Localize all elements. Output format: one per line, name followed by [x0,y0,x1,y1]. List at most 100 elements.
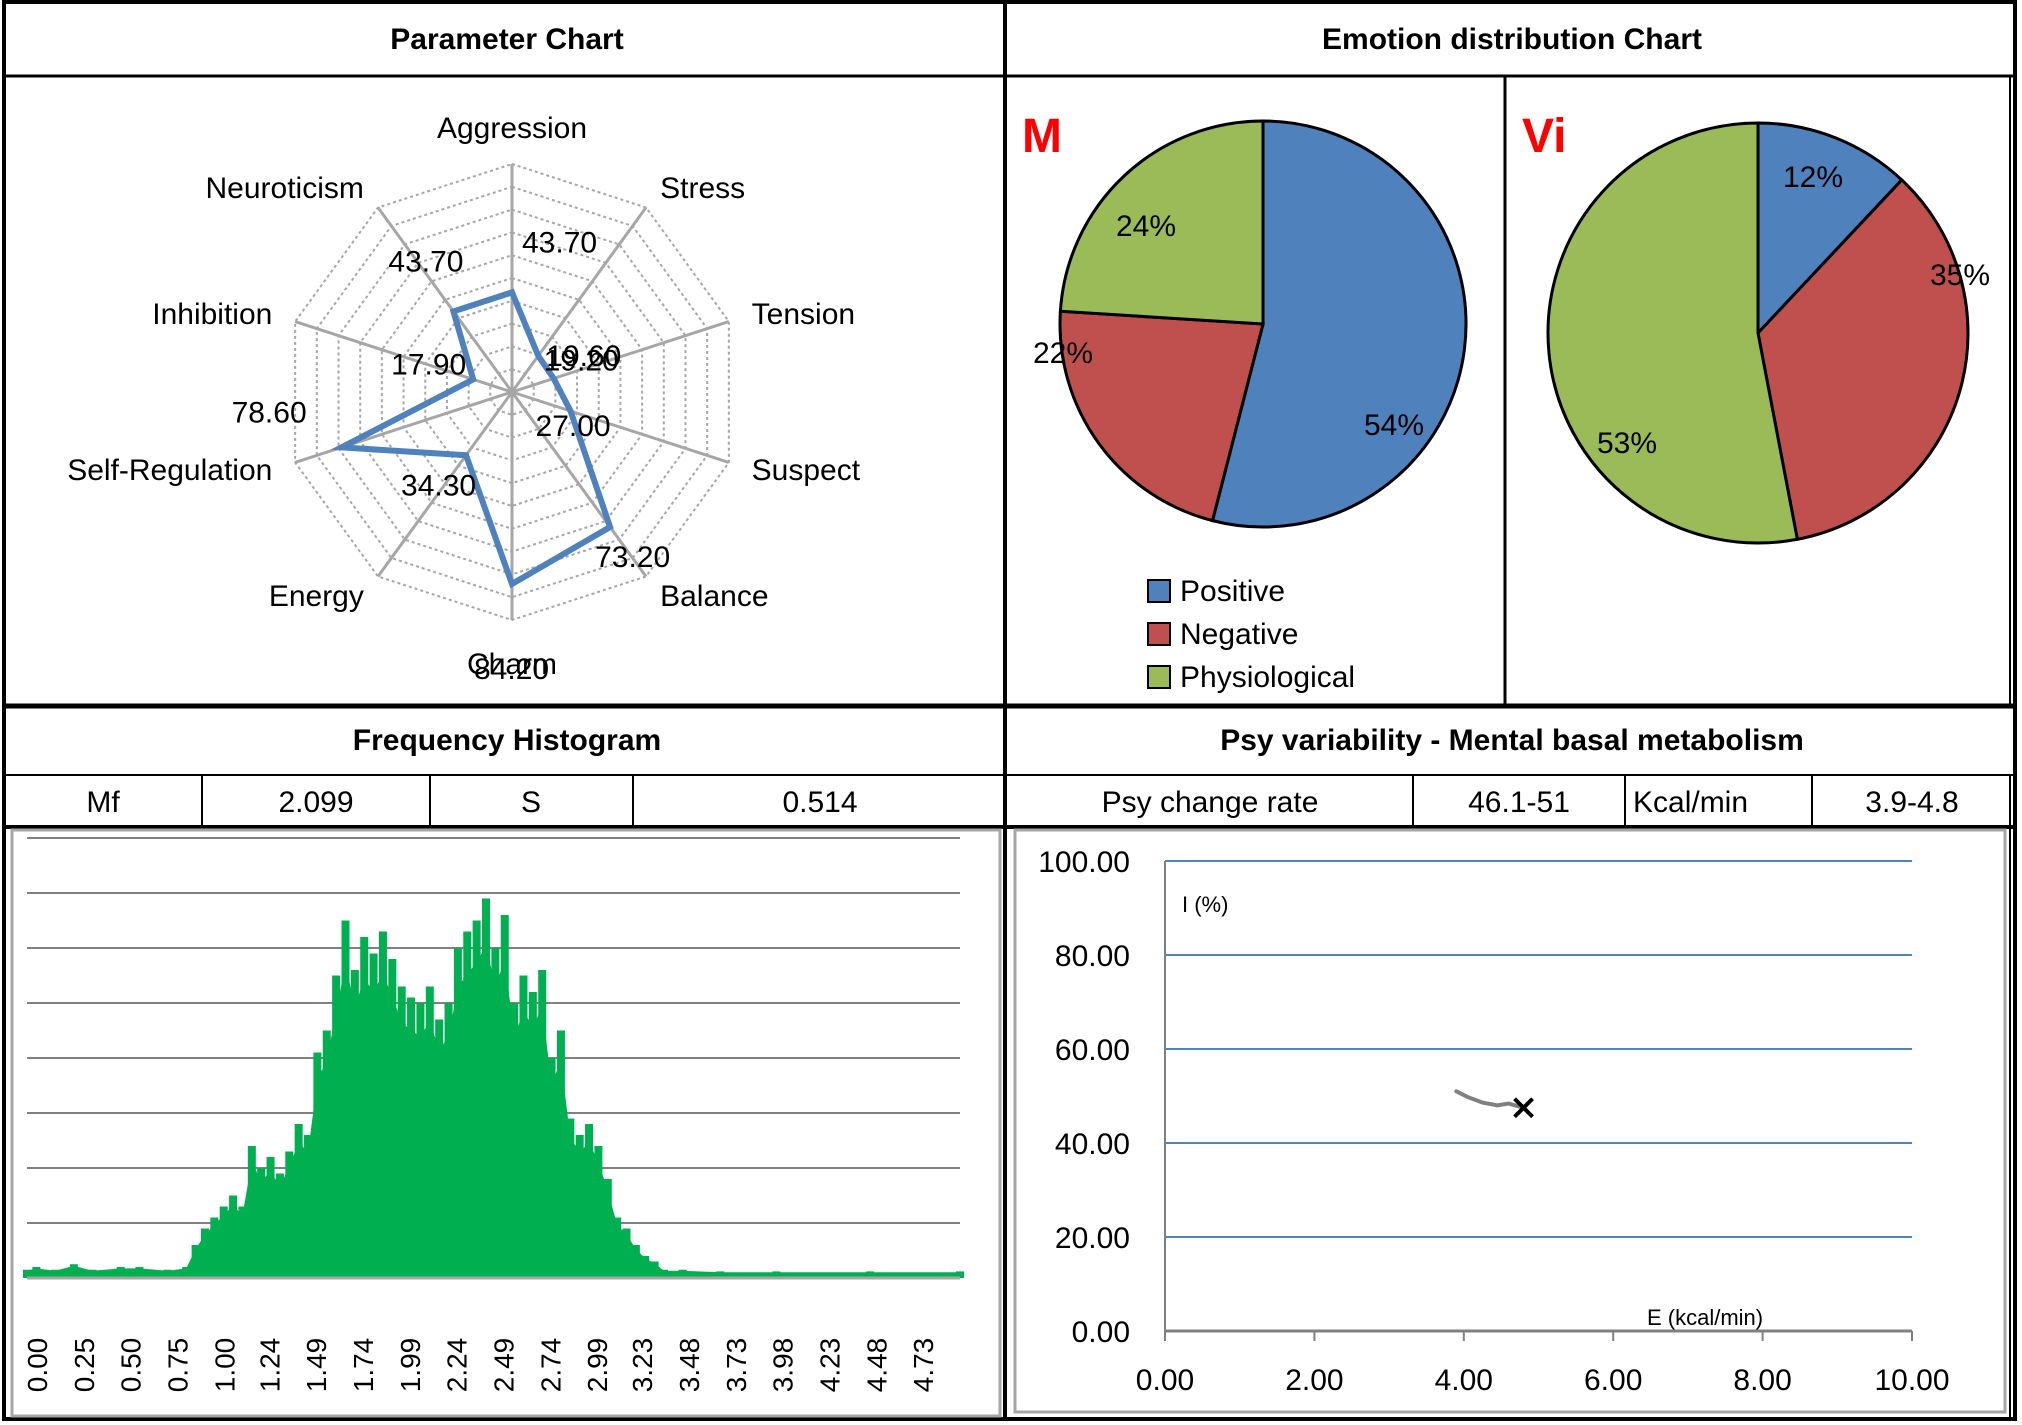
pie-percent-label: 54% [1364,409,1424,442]
radar-chart: Aggression Stress Tension Suspect Balance Cha… [67,112,861,686]
radar-series-line [330,288,614,589]
histogram-tick-label: 4.73 [908,1338,939,1393]
radar-value-label: 43.70 [388,245,463,278]
radar-value-label: 43.70 [522,226,597,259]
histogram-chart: 0.00 0.25 0.50 0.75 1.00 1.24 1.49 1.74 1.99 2.24… [22,837,964,1393]
histogram-tick-label: 1.00 [209,1338,240,1393]
emotion-pies: 54% 22% 24% M 12% 35% 53% Vi Positive Negative Phy… [1022,110,1990,694]
histogram-tick-label: 0.50 [116,1338,147,1393]
scatter-x-tick-label: 10.00 [1874,1364,1949,1397]
scatter-y-tick-label: 0.00 [1072,1316,1130,1349]
parameter-chart-title: Parameter Chart [390,23,623,56]
radar-axis-label: Suspect [752,454,861,487]
radar-value-label: 17.90 [391,348,466,381]
scatter-y-tick-label: 40.00 [1055,1128,1130,1161]
legend-label: Physiological [1180,661,1355,694]
scatter-marker-stroke [1513,1097,1534,1119]
histogram-area [27,944,960,1278]
scatter-x-tick-label: 6.00 [1584,1364,1642,1397]
radar-spoke [376,391,514,578]
radar-spoke [510,206,648,393]
scatter-y-tick-label: 20.00 [1055,1222,1130,1255]
histogram-tick-label: 1.24 [254,1338,285,1393]
legend-label: Negative [1180,618,1298,651]
pie-percent-label: 53% [1597,427,1657,460]
histogram-tick-label: 2.49 [489,1338,520,1393]
histogram-tick-label: 0.00 [22,1338,53,1393]
emotion-chart-title: Emotion distribution Chart [1322,23,1702,56]
s-label: S [521,786,541,819]
radar-axis-label: Inhibition [152,298,272,331]
scatter-point-marker [1513,1097,1534,1119]
radar-spoke [511,390,730,464]
radar-value-label: 73.20 [595,541,670,574]
histogram-tick-label: 0.25 [69,1338,100,1393]
radar-spoke [511,320,730,394]
radar-grid-ring [337,208,687,576]
histogram-tick-label: 3.23 [627,1338,658,1393]
mf-value: 2.099 [278,786,353,819]
radar-value-label: 19.60 [546,340,621,373]
radar-axis-label: Charm [467,648,557,681]
psy-change-rate-value: 46.1-51 [1468,786,1570,819]
radar-value-label: 27.00 [536,410,611,443]
radar-spoke [294,390,513,464]
pie-slice-physiological [1058,119,1265,326]
radar-value-label: 34.30 [401,469,476,502]
radar-grid-ring [424,299,600,485]
scatter-x-axis-title: E (kcal/min) [1647,1305,1763,1330]
radar-value-label: 78.60 [232,396,307,429]
psy-variability-title: Psy variability - Mental basal metabolis… [1220,724,1804,757]
pie-percent-label: 12% [1783,161,1843,194]
histogram-tick-label: 1.99 [395,1338,426,1393]
pie-percent-label: 22% [1033,337,1093,370]
histogram-tick-label: 3.48 [674,1338,705,1393]
pie-title: Vi [1522,110,1566,163]
scatter-y-tick-label: 80.00 [1055,940,1130,973]
pie-slice-positive [1756,121,1904,337]
scatter-y-tick-label: 60.00 [1055,1034,1130,1067]
scatter-chart: 0.00 20.00 40.00 60.00 80.00 100.00 0.00 2.00 4.… [1038,846,1949,1397]
radar-axis-label: Balance [660,580,768,613]
legend-swatch-physiological [1147,665,1171,689]
histogram-tick-label: 1.74 [348,1338,379,1393]
mf-label: Mf [86,786,120,819]
histogram-tick-label: 0.75 [163,1338,194,1393]
histogram-tick-label: 1.49 [301,1338,332,1393]
radar-value-label: 84.20 [474,653,549,686]
pie-slice-negative [1058,309,1265,523]
histogram-tick-label: 4.23 [814,1338,845,1393]
radar-axis-label: Aggression [437,112,587,145]
histogram-tick-label: 2.24 [442,1338,473,1393]
pie-slice-positive [1210,119,1468,529]
pie-slice-negative [1756,177,1970,542]
kcal-label: Kcal/min [1633,786,1748,819]
kcal-value: 3.9-4.8 [1865,786,1958,819]
pie-percent-label: 24% [1116,210,1176,243]
pie-slice-physiological [1546,121,1800,545]
scatter-plot-frame [1013,828,2007,1414]
histogram-title: Frequency Histogram [353,724,661,757]
legend-swatch-negative [1147,622,1171,646]
radar-spoke [510,391,648,578]
scatter-y-axis-title: I (%) [1182,892,1228,917]
legend-label: Positive [1180,575,1285,608]
histogram-tick-label: 4.48 [861,1338,892,1393]
s-value: 0.514 [782,786,857,819]
legend-swatch-positive [1147,579,1171,603]
pie-title: M [1022,110,1062,163]
histogram-tick-label: 2.99 [582,1338,613,1393]
radar-spoke [376,206,514,393]
psy-change-rate-label: Psy change rate [1102,786,1319,819]
radar-axis-label: Self-Regulation [67,454,272,487]
histogram-tick-label: 3.98 [768,1338,799,1393]
scatter-trail [1454,1089,1526,1110]
radar-axis-label: Tension [752,298,855,331]
radar-grid-ring [315,185,709,599]
scatter-x-tick-label: 0.00 [1136,1364,1194,1397]
radar-axis-label: Neuroticism [206,172,364,205]
histogram-tick-label: 2.74 [535,1338,566,1393]
scatter-x-tick-label: 2.00 [1285,1364,1343,1397]
radar-value-label: 19.20 [544,344,619,377]
